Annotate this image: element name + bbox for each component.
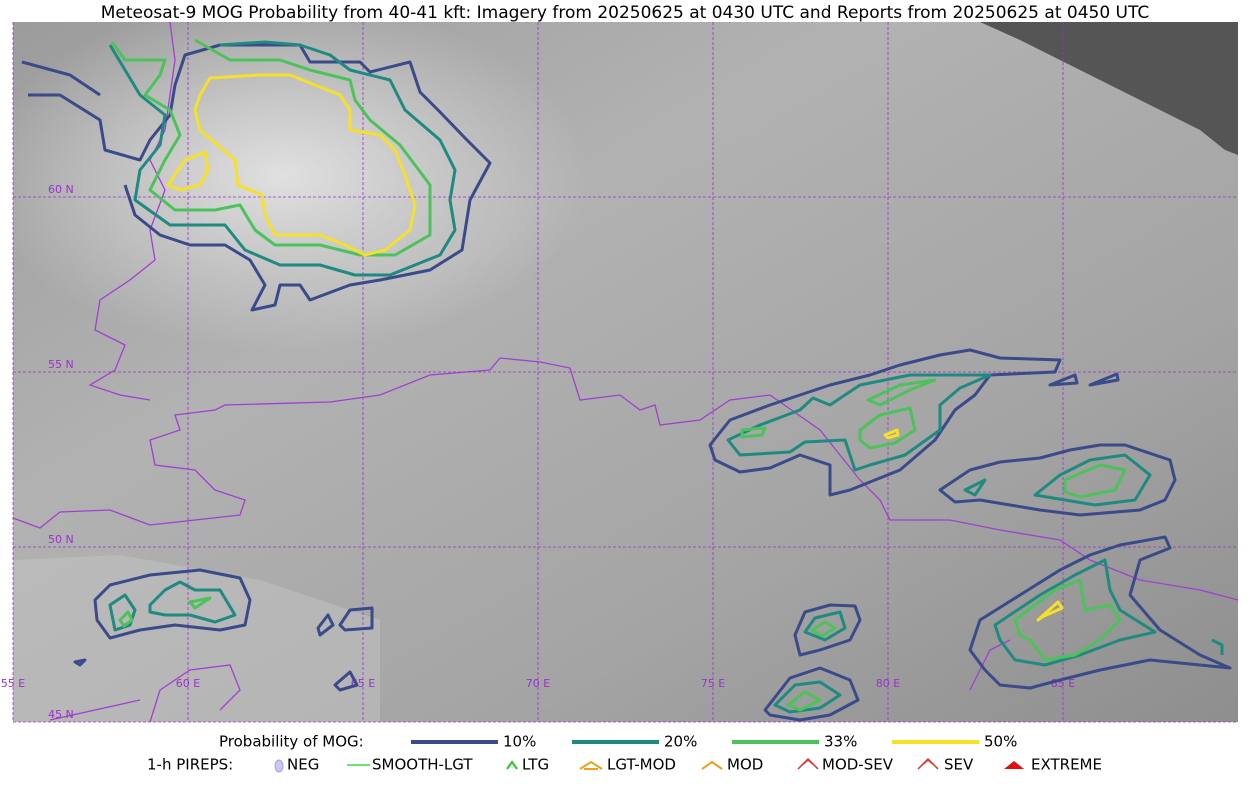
legend-label: 10% [503,733,536,751]
lon-label: 55 E [1,677,25,690]
legend: Probability of MOG: 1-h PIREPS: 10% 20% 33… [147,733,1102,774]
legend-label: 33% [824,733,857,751]
pirep-label: LTG [522,756,549,774]
contour [740,378,937,450]
contour [110,38,432,257]
contour [1048,372,1120,387]
pirep-label: SMOOTH-LGT [372,756,473,774]
contour [993,558,1157,667]
lon-label: 65 E [351,677,375,690]
contour [793,603,862,657]
contour [118,596,212,628]
pirep-label: EXTREME [1031,756,1102,774]
pirep-label: NEG [287,756,319,774]
contour [28,43,492,312]
lon-label: 75 E [701,677,725,690]
lat-label: 55 N [48,358,74,371]
contour [968,535,1232,690]
contour [1013,578,1122,662]
lat-label: 45 N [48,708,74,721]
contour [786,620,837,712]
contour [166,150,210,192]
contour [726,373,992,472]
graticule: 60 N 55 N 50 N 45 N 55 E 60 E 65 E 70 E 75 E 80 E… [1,22,1238,723]
pirep-label: LGT-MOD [607,756,676,774]
contour [773,680,842,714]
pirep-label: MOD-SEV [822,756,894,774]
legend-label: 20% [664,733,697,751]
contour [108,40,457,277]
contours [21,38,1232,722]
title: Meteosat-9 MOG Probability from 40-41 kf… [101,3,1150,23]
pirep-icons [274,757,1024,773]
legend-pireps-label: 1-h PIREPS: [147,756,233,774]
pirep-label: SEV [944,756,974,774]
lon-label: 60 E [176,677,200,690]
lat-label: 50 N [48,533,74,546]
contour [1063,463,1127,499]
contour [763,666,860,722]
legend-label: 50% [984,733,1017,751]
lon-label: 80 E [876,677,900,690]
contour [73,606,374,692]
contour [1211,638,1224,655]
legend-probability-label: Probability of MOG: [219,733,364,751]
contour [708,348,1062,497]
contour [963,453,1152,507]
contour [883,428,1064,622]
lat-label: 60 N [48,183,74,196]
contour [21,60,101,97]
contour [193,73,417,257]
lon-label: 70 E [526,677,550,690]
pirep-label: MOD [727,756,763,774]
contour [938,443,1177,517]
contour [803,610,847,642]
contour [93,568,252,640]
contour [108,580,237,632]
